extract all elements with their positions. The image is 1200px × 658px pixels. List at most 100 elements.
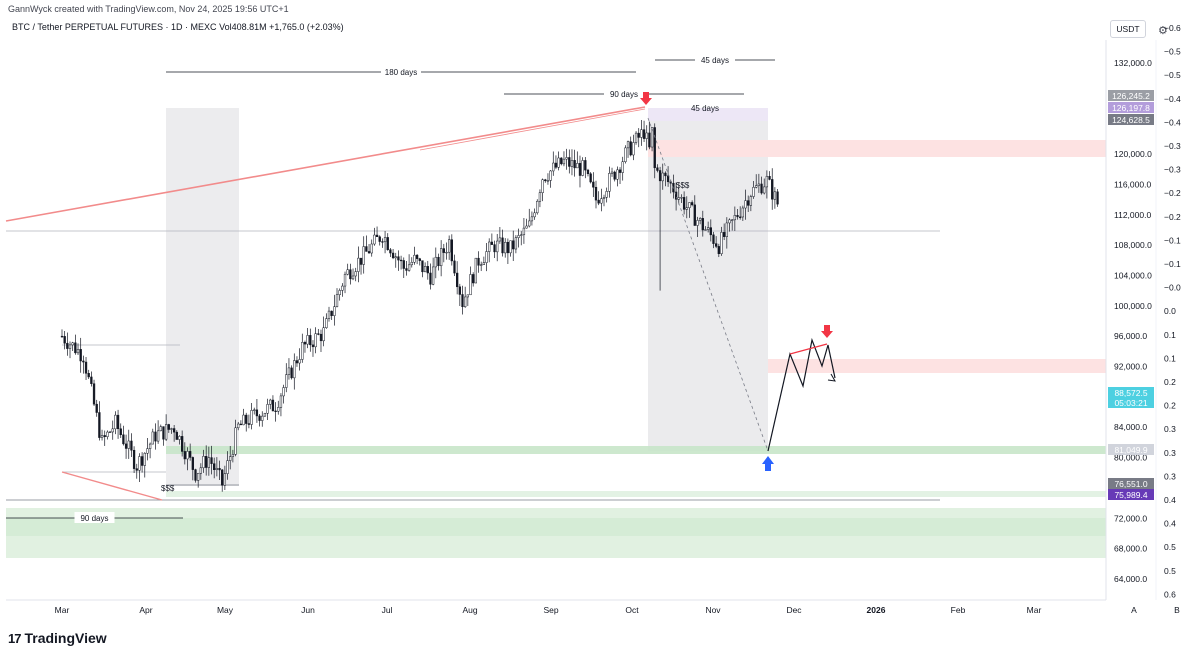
candle-body — [568, 157, 571, 167]
candle-body — [234, 427, 237, 455]
candle-body — [610, 171, 614, 174]
candle-body — [290, 367, 293, 379]
gear-icon[interactable]: ⚙ — [1158, 25, 1168, 37]
candle-body — [317, 333, 320, 335]
y-tick-label: 64,000.0 — [1114, 574, 1147, 584]
price-badge-label: 76,551.0 — [1114, 479, 1147, 489]
candle-body — [87, 373, 90, 378]
candle-body — [677, 197, 680, 200]
candle-body — [472, 274, 475, 284]
candles — [60, 119, 779, 492]
candle-body — [626, 141, 630, 149]
candle-body — [578, 163, 582, 176]
candle-body — [728, 219, 731, 224]
liquidity-label-a: $$$ — [161, 484, 175, 493]
candle-body — [258, 415, 261, 421]
candle-body — [725, 222, 728, 237]
projection-arrowhead — [827, 373, 836, 382]
y-tick-label: 104,000.0 — [1114, 270, 1152, 280]
candle-body — [239, 423, 243, 426]
candle-body — [763, 186, 766, 194]
candle-body — [162, 426, 165, 440]
candle-body — [186, 451, 189, 460]
y-tick-label: 68,000.0 — [1114, 544, 1147, 554]
measure-label-bg-d90_bottom — [74, 512, 115, 523]
candle-body — [520, 234, 523, 236]
price-chart[interactable]: 180 days 90 days 45 days 90 days 45 days $$$ $… — [0, 0, 1200, 624]
price-badge-label: 81,049.9 — [1114, 445, 1147, 455]
candle-body — [263, 412, 267, 417]
x-tick-label: Apr — [139, 605, 152, 615]
osc-tick-label: 0.1 — [1164, 330, 1176, 340]
measure-label-bg-d45_top — [695, 54, 735, 65]
currency-selector[interactable]: USDT — [1110, 20, 1146, 38]
candle-body — [637, 132, 640, 138]
candle-body — [448, 239, 451, 253]
candle-body — [362, 246, 365, 265]
x-tick-label: Oct — [625, 605, 639, 615]
y-tick-label: 80,000.0 — [1114, 453, 1147, 463]
candle-body — [82, 360, 85, 363]
candle-body — [757, 183, 761, 186]
osc-tick-label: 0.5 — [1164, 542, 1176, 552]
osc-tick-label: −0.4 — [1164, 117, 1181, 127]
candle-body — [773, 191, 777, 200]
candle-body — [666, 175, 670, 183]
candle-body — [127, 440, 130, 449]
candle-body — [549, 170, 552, 181]
candle-body — [442, 248, 445, 253]
candle-body — [159, 426, 162, 432]
candle-body — [314, 333, 317, 348]
y-tick-label: 100,000.0 — [1114, 301, 1152, 311]
osc-tick-label: −0.0 — [1164, 283, 1181, 293]
candle-body — [335, 294, 339, 307]
candle-body — [439, 248, 443, 267]
candle-body — [63, 336, 66, 344]
price-badge — [1108, 387, 1154, 408]
candle-body — [437, 256, 440, 267]
candle-body — [79, 349, 82, 362]
osc-tick-label: 0.3 — [1164, 448, 1176, 458]
candle-body — [172, 428, 176, 433]
candle-body — [431, 266, 435, 285]
candle-body — [621, 161, 624, 173]
candle-body — [357, 257, 360, 272]
candle-body — [266, 404, 269, 414]
osc-tick-label: 0.3 — [1164, 424, 1176, 434]
y-tick-label: 84,000.0 — [1114, 422, 1147, 432]
candle-body — [634, 132, 638, 143]
candle-body — [156, 430, 160, 442]
measure-label-bg-d180 — [381, 66, 421, 77]
candle-body — [330, 310, 333, 316]
price-badge-countdown: 05:03:21 — [1114, 398, 1147, 408]
candle-body — [301, 342, 304, 360]
candle-body — [207, 457, 210, 468]
candle-body — [706, 227, 710, 230]
candle-body — [602, 197, 606, 199]
change-value: +1,765.0 (+2.03%) — [269, 22, 344, 32]
candle-body — [194, 469, 197, 481]
candle-body — [138, 456, 141, 471]
candle-body — [349, 269, 352, 280]
candle-body — [261, 415, 264, 421]
candle-body — [282, 387, 285, 397]
osc-tick-label: −0.4 — [1164, 94, 1181, 104]
candle-body — [573, 160, 576, 169]
candle-body — [747, 200, 750, 206]
candle-body — [146, 448, 149, 454]
price-badge-label: 124,628.5 — [1112, 115, 1150, 125]
y-tick-label: 72,000.0 — [1114, 513, 1147, 523]
candle-body — [608, 173, 611, 192]
candle-body — [739, 216, 742, 218]
candle-body — [544, 179, 547, 182]
candle-body — [546, 180, 550, 182]
candle-body — [731, 219, 734, 221]
candle-body — [229, 456, 232, 461]
arrow-up-icon-low — [762, 456, 774, 471]
candle-body — [100, 435, 104, 438]
osc-tick-label: −0.5 — [1164, 47, 1181, 57]
candle-body — [509, 240, 512, 254]
candle-body — [765, 176, 769, 188]
candle-body — [458, 286, 461, 295]
candle-body — [600, 198, 603, 204]
